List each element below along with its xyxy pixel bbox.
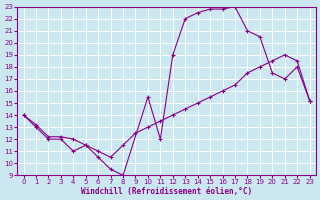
X-axis label: Windchill (Refroidissement éolien,°C): Windchill (Refroidissement éolien,°C)	[81, 187, 252, 196]
